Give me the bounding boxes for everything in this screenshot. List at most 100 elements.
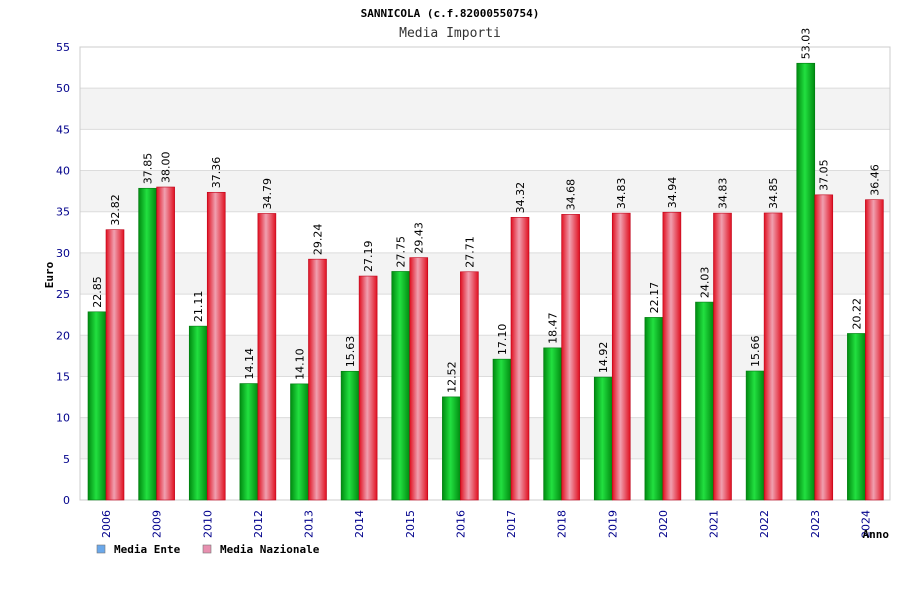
value-label-media-nazionale: 34.32 (514, 182, 527, 214)
value-label-media-nazionale: 34.83 (615, 178, 628, 210)
value-label-media-ente: 15.63 (344, 336, 357, 368)
bar-media-ente (188, 325, 208, 501)
y-axis-ticks: 0 5 10 15 20 25 30 35 40 45 50 55 (56, 41, 70, 507)
x-tick-label: 2006 (100, 510, 113, 538)
y-tick-label: 10 (56, 412, 70, 425)
value-label-media-ente: 12.52 (445, 361, 458, 393)
value-label-media-nazionale: 27.19 (362, 241, 375, 273)
bar-media-ente (593, 376, 613, 501)
bar-media-ente (442, 396, 461, 501)
value-label-media-ente: 22.17 (648, 282, 661, 314)
legend-label-ente: Media Ente (114, 543, 181, 556)
bar-media-ente (695, 301, 714, 501)
bar-media-nazionale (763, 212, 783, 501)
value-label-media-nazionale: 37.05 (818, 159, 831, 191)
y-tick-label: 5 (63, 453, 70, 466)
bar-media-nazionale (510, 217, 530, 501)
bar-media-nazionale (662, 211, 682, 501)
x-tick-label: 2016 (454, 510, 467, 538)
x-tick-label: 2019 (606, 510, 619, 538)
y-tick-label: 35 (56, 206, 70, 219)
bar-media-ente (644, 317, 664, 501)
bar-media-ente (543, 347, 562, 501)
value-label-media-nazionale: 29.24 (312, 224, 325, 256)
chart-subtitle: Media Importi (399, 26, 501, 41)
y-tick-label: 15 (56, 370, 70, 383)
bar-media-nazionale (105, 229, 125, 501)
bars: 22.85 32.82 37.85 38.00 21.11 37.36 14.14 34.79… (87, 28, 884, 501)
y-tick-label: 30 (56, 247, 70, 260)
bar-media-nazionale (358, 275, 378, 501)
bar-media-nazionale (814, 194, 834, 501)
value-label-media-ente: 53.03 (800, 28, 813, 60)
y-tick-label: 0 (63, 494, 70, 507)
bar-media-ente (391, 271, 411, 501)
value-label-media-nazionale: 37.36 (210, 157, 223, 189)
bar-media-nazionale (561, 214, 580, 501)
x-axis-ticks: 2006 2009 2010 2012 2013 2014 2015 2016 2017 2018… (100, 510, 872, 538)
bar-media-nazionale (611, 212, 631, 501)
x-tick-label: 2013 (303, 510, 316, 538)
grid-band (80, 88, 890, 130)
legend-item-ente: Media Ente (96, 543, 181, 556)
x-tick-label: 2020 (657, 510, 670, 538)
legend-item-nazionale: Media Nazionale (202, 543, 320, 556)
y-tick-label: 50 (56, 82, 70, 95)
plot-area-frame (79, 46, 891, 501)
value-label-media-ente: 15.66 (749, 336, 762, 368)
value-label-media-ente: 22.85 (91, 276, 104, 308)
y-tick-label: 20 (56, 329, 70, 342)
bar-media-nazionale (257, 213, 277, 501)
x-tick-label: 2023 (809, 510, 822, 538)
x-tick-label: 2012 (252, 510, 265, 538)
legend: Media Ente Media Nazionale (96, 543, 320, 556)
value-label-media-ente: 14.92 (597, 342, 610, 374)
y-tick-label: 25 (56, 288, 70, 301)
value-label-media-nazionale: 34.85 (767, 177, 780, 209)
bar-media-ente (290, 383, 309, 501)
legend-swatch-nazionale (202, 544, 212, 554)
value-label-media-nazionale: 29.43 (413, 222, 426, 254)
legend-label-nazionale: Media Nazionale (220, 543, 320, 556)
value-label-media-nazionale: 34.94 (666, 177, 679, 209)
x-tick-label: 2014 (353, 510, 366, 538)
value-label-media-nazionale: 32.82 (109, 194, 122, 226)
value-label-media-nazionale: 36.46 (868, 164, 881, 196)
bar-media-nazionale (206, 191, 226, 501)
x-tick-label: 2009 (151, 510, 164, 538)
bar-media-ente (492, 358, 512, 501)
value-label-media-ente: 24.03 (699, 267, 712, 299)
value-label-media-ente: 21.11 (192, 291, 205, 323)
value-label-media-ente: 17.10 (496, 324, 509, 356)
x-tick-label: 2024 (859, 510, 872, 538)
value-label-media-nazionale: 34.68 (565, 179, 578, 211)
value-label-media-ente: 20.22 (850, 298, 863, 330)
x-tick-label: 2021 (708, 510, 721, 538)
bar-media-ente (745, 370, 765, 501)
bar-media-ente (87, 311, 107, 501)
legend-swatch-ente (96, 544, 106, 554)
bar-media-nazionale (713, 212, 732, 501)
x-tick-label: 2018 (556, 510, 569, 538)
bar-media-nazionale (156, 186, 175, 501)
bar-media-ente (239, 383, 259, 501)
bar-media-ente (340, 370, 360, 501)
bar-media-ente (138, 187, 157, 501)
grid-bands (80, 88, 890, 459)
value-label-media-ente: 27.75 (395, 236, 408, 268)
value-label-media-ente: 14.14 (243, 348, 256, 380)
value-label-media-ente: 18.47 (547, 312, 560, 344)
bar-media-ente (796, 62, 816, 501)
value-label-media-nazionale: 34.79 (261, 178, 274, 210)
y-tick-label: 55 (56, 41, 70, 54)
value-label-media-nazionale: 38.00 (160, 152, 173, 184)
x-axis-label: Anno (863, 528, 890, 541)
x-tick-label: 2015 (404, 510, 417, 538)
bar-media-nazionale (865, 199, 884, 501)
x-tick-label: 2017 (505, 510, 518, 538)
chart-title: SANNICOLA (c.f.82000550754) (361, 7, 540, 20)
bar-media-ente (847, 333, 866, 501)
y-tick-label: 40 (56, 165, 70, 178)
bar-media-nazionale (308, 258, 327, 501)
